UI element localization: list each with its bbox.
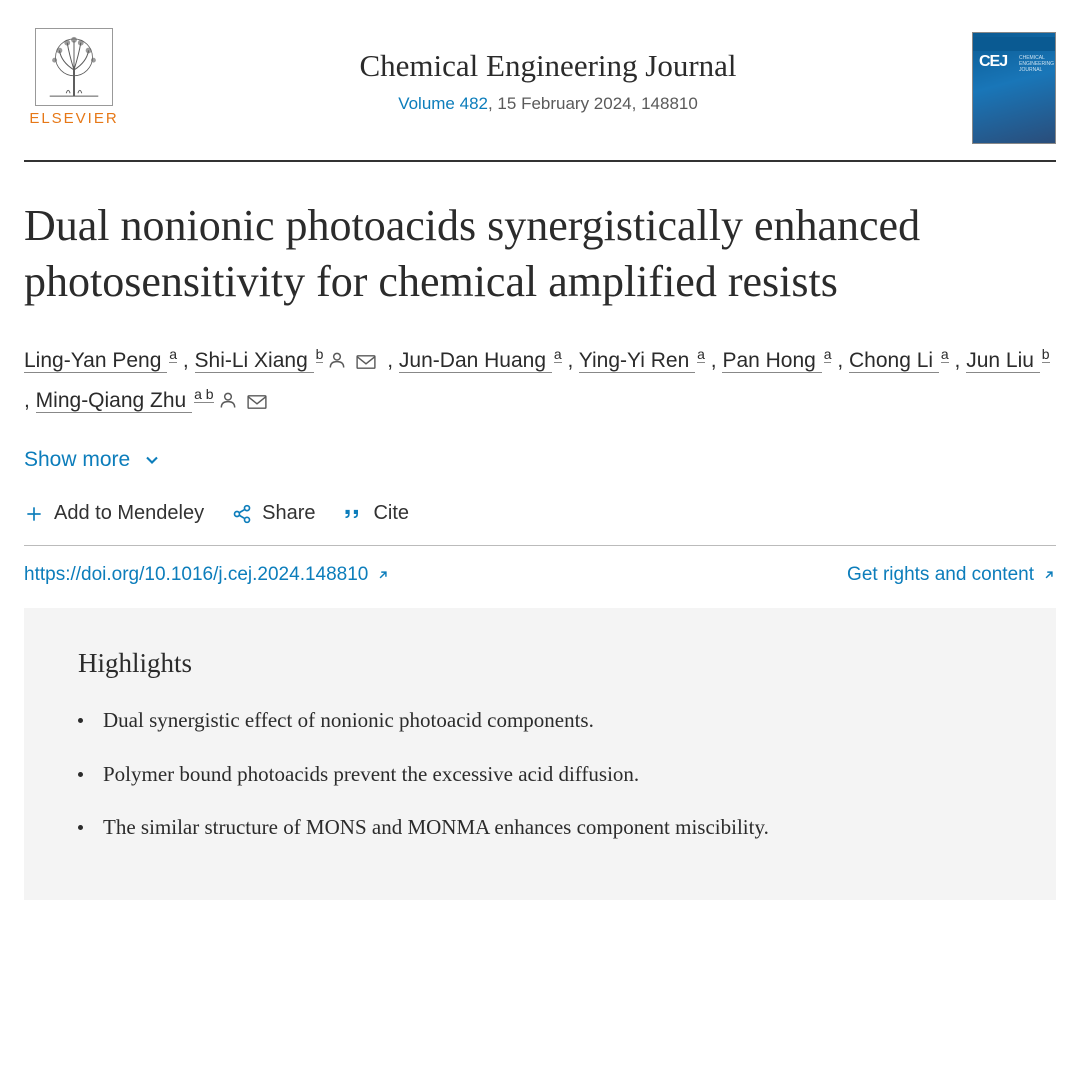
cite-label: Cite	[373, 502, 409, 525]
author-affiliation: a b	[194, 386, 213, 403]
cover-code: CEJ	[979, 53, 1007, 71]
share-label: Share	[262, 502, 315, 525]
publisher-name: ELSEVIER	[29, 110, 118, 127]
issue-date: , 15 February 2024, 148810	[488, 94, 698, 113]
action-row: Add to Mendeley Share Cite	[24, 502, 1056, 546]
authors-list: Ling-Yan Peng a , Shi-Li Xiang b , Jun-D…	[24, 341, 1056, 421]
mail-icon[interactable]	[355, 354, 377, 370]
author-affiliation: b	[1042, 346, 1050, 363]
bullet-icon	[78, 718, 83, 723]
external-link-icon	[376, 568, 390, 582]
author-affiliation: a	[169, 346, 177, 363]
author-link[interactable]: Chong Li	[849, 349, 939, 373]
highlights-list: Dual synergistic effect of nonionic phot…	[78, 705, 1002, 844]
highlight-item: The similar structure of MONS and MONMA …	[78, 812, 1002, 844]
add-to-mendeley-button[interactable]: Add to Mendeley	[24, 502, 204, 525]
rights-link[interactable]: Get rights and content	[847, 564, 1056, 586]
journal-header: ELSEVIER Chemical Engineering Journal Vo…	[24, 20, 1056, 162]
author-link[interactable]: Ying-Yi Ren	[579, 349, 695, 373]
author-link[interactable]: Ming-Qiang Zhu	[36, 389, 192, 413]
journal-name[interactable]: Chemical Engineering Journal	[124, 48, 972, 84]
volume-line: Volume 482, 15 February 2024, 148810	[124, 94, 972, 114]
author-affiliation: a	[554, 346, 562, 363]
journal-meta: Chemical Engineering Journal Volume 482,…	[124, 28, 972, 114]
author-affiliation: a	[824, 346, 832, 363]
author-link[interactable]: Ling-Yan Peng	[24, 349, 167, 373]
author-link[interactable]: Jun Liu	[966, 349, 1040, 373]
cover-subtitle: CHEMICAL ENGINEERING JOURNAL	[1019, 55, 1055, 73]
mail-icon[interactable]	[246, 394, 268, 410]
publisher-logo[interactable]: ELSEVIER	[24, 28, 124, 127]
highlight-item: Dual synergistic effect of nonionic phot…	[78, 705, 1002, 737]
doi-row: https://doi.org/10.1016/j.cej.2024.14881…	[24, 546, 1056, 608]
elsevier-tree-icon	[35, 28, 113, 106]
mendeley-label: Add to Mendeley	[54, 502, 204, 525]
person-icon[interactable]	[218, 390, 238, 410]
cite-button[interactable]: Cite	[343, 502, 409, 525]
author-link[interactable]: Jun-Dan Huang	[399, 349, 552, 373]
article-title: Dual nonionic photoacids synergistically…	[24, 198, 1056, 311]
doi-link[interactable]: https://doi.org/10.1016/j.cej.2024.14881…	[24, 564, 390, 586]
show-more-label: Show more	[24, 448, 130, 472]
person-icon[interactable]	[327, 350, 347, 370]
share-icon	[232, 504, 252, 524]
author-affiliation: b	[316, 346, 324, 363]
author-affiliation: a	[941, 346, 949, 363]
chevron-down-icon	[142, 450, 162, 470]
volume-link[interactable]: Volume 482	[398, 94, 488, 113]
highlights-panel: Highlights Dual synergistic effect of no…	[24, 608, 1056, 900]
share-button[interactable]: Share	[232, 502, 315, 525]
highlight-item: Polymer bound photoacids prevent the exc…	[78, 759, 1002, 791]
author-affiliation: a	[697, 346, 705, 363]
doi-url-text: https://doi.org/10.1016/j.cej.2024.14881…	[24, 564, 368, 586]
journal-cover-thumbnail[interactable]: CEJ CHEMICAL ENGINEERING JOURNAL	[972, 32, 1056, 144]
highlight-text: The similar structure of MONS and MONMA …	[103, 812, 769, 844]
plus-icon	[24, 504, 44, 524]
highlight-text: Dual synergistic effect of nonionic phot…	[103, 705, 594, 737]
bullet-icon	[78, 772, 83, 777]
rights-label: Get rights and content	[847, 564, 1034, 586]
bullet-icon	[78, 825, 83, 830]
external-link-icon	[1042, 568, 1056, 582]
highlights-heading: Highlights	[78, 648, 1002, 679]
highlight-text: Polymer bound photoacids prevent the exc…	[103, 759, 639, 791]
author-link[interactable]: Pan Hong	[722, 349, 821, 373]
quote-icon	[343, 504, 363, 524]
author-link[interactable]: Shi-Li Xiang	[195, 349, 314, 373]
show-more-toggle[interactable]: Show more	[24, 448, 162, 472]
